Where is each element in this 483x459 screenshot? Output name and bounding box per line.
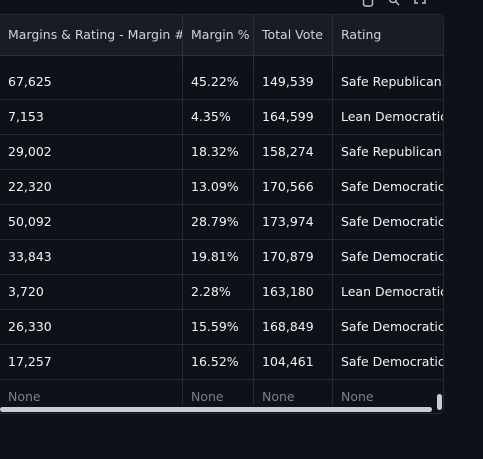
total-vote-cell[interactable]: None	[254, 380, 333, 413]
table-row[interactable]: 67,625 45.22% 149,539 Safe Republican	[0, 65, 443, 100]
dataframe-grid[interactable]: Margins & Rating - Margin # Margin % Tot…	[0, 14, 444, 414]
margin-percent-cell[interactable]: 2.28%	[183, 275, 254, 309]
column-header-total-vote[interactable]: Total Vote	[254, 15, 333, 55]
table-body: 67,625 45.22% 149,539 Safe Republican 7,…	[0, 65, 444, 413]
total-vote-cell[interactable]: 168,849	[254, 310, 333, 344]
column-header-margin-percent[interactable]: Margin %	[183, 15, 254, 55]
download-icon[interactable]	[362, 0, 374, 8]
margin-number-cell[interactable]: 50,092	[0, 205, 183, 239]
rating-cell[interactable]: Safe Republican	[341, 74, 442, 89]
margin-percent-cell[interactable]: 28.79%	[183, 205, 254, 239]
column-header-margin-number[interactable]: Margins & Rating - Margin #	[0, 15, 183, 55]
rating-cell[interactable]: Lean Democratic	[341, 284, 444, 299]
margin-number-cell[interactable]: 3,720	[0, 275, 183, 309]
margin-percent-cell[interactable]: 16.52%	[183, 345, 254, 379]
margin-percent-cell[interactable]: 18.32%	[183, 135, 254, 169]
margin-percent-cell[interactable]: 4.35%	[183, 100, 254, 134]
fullscreen-icon[interactable]	[414, 0, 426, 8]
margin-number-cell[interactable]: 67,625	[0, 65, 183, 99]
table-row[interactable]: 50,092 28.79% 173,974 Safe Democratic	[0, 205, 444, 240]
table-header: Margins & Rating - Margin # Margin % Tot…	[0, 15, 443, 56]
margin-number-cell[interactable]: 33,843	[0, 240, 183, 274]
margin-number-cell[interactable]: 29,002	[0, 135, 183, 169]
search-icon[interactable]	[388, 0, 400, 8]
table-row[interactable]: 7,153 4.35% 164,599 Lean Democratic	[0, 100, 444, 135]
margin-number-cell[interactable]: 7,153	[0, 100, 183, 134]
margin-percent-cell[interactable]: 45.22%	[183, 65, 254, 99]
rating-cell[interactable]: None	[341, 389, 374, 404]
rating-cell[interactable]: Safe Democratic	[341, 354, 444, 369]
dataframe-toolbar	[362, 0, 426, 8]
horizontal-scrollbar-thumb[interactable]	[0, 407, 432, 412]
rating-cell[interactable]: Safe Democratic	[341, 319, 444, 334]
margin-percent-cell[interactable]: 15.59%	[183, 310, 254, 344]
column-header-rating[interactable]: Rating	[333, 15, 443, 55]
table-row[interactable]: 26,330 15.59% 168,849 Safe Democratic	[0, 310, 444, 345]
total-vote-cell[interactable]: 163,180	[254, 275, 333, 309]
rating-cell[interactable]: Safe Democratic	[341, 179, 444, 194]
total-vote-cell[interactable]: 158,274	[254, 135, 333, 169]
margin-percent-cell[interactable]: 19.81%	[183, 240, 254, 274]
table-row[interactable]: 33,843 19.81% 170,879 Safe Democratic	[0, 240, 444, 275]
margin-number-cell[interactable]: None	[0, 380, 183, 413]
margin-number-cell[interactable]: 22,320	[0, 170, 183, 204]
margin-percent-cell[interactable]: None	[183, 380, 254, 413]
margin-number-cell[interactable]: 17,257	[0, 345, 183, 379]
total-vote-cell[interactable]: 149,539	[254, 65, 333, 99]
rating-cell[interactable]: Safe Republican	[341, 144, 442, 159]
margin-percent-cell[interactable]: 13.09%	[183, 170, 254, 204]
rating-cell[interactable]: Safe Democratic	[341, 214, 444, 229]
vertical-scrollbar-thumb[interactable]	[437, 394, 442, 410]
table-row[interactable]: 3,720 2.28% 163,180 Lean Democratic	[0, 275, 444, 310]
total-vote-cell[interactable]: 104,461	[254, 345, 333, 379]
table-row[interactable]: None None None None	[0, 380, 443, 413]
total-vote-cell[interactable]: 164,599	[254, 100, 333, 134]
rating-cell[interactable]: Lean Democratic	[341, 109, 444, 124]
rating-cell[interactable]: Safe Democratic	[341, 249, 444, 264]
table-row[interactable]: 17,257 16.52% 104,461 Safe Democratic	[0, 345, 444, 380]
margin-number-cell[interactable]: 26,330	[0, 310, 183, 344]
total-vote-cell[interactable]: 173,974	[254, 205, 333, 239]
total-vote-cell[interactable]: 170,879	[254, 240, 333, 274]
table-row[interactable]: 22,320 13.09% 170,566 Safe Democratic	[0, 170, 444, 205]
horizontal-scrollbar[interactable]	[0, 405, 443, 413]
table-row[interactable]: 29,002 18.32% 158,274 Safe Republican	[0, 135, 443, 170]
total-vote-cell[interactable]: 170,566	[254, 170, 333, 204]
